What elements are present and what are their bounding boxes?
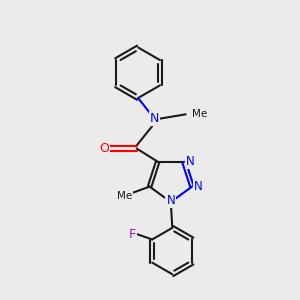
Text: Me: Me [117, 191, 132, 201]
Text: N: N [185, 155, 194, 168]
Text: F: F [129, 228, 136, 241]
Text: O: O [99, 142, 109, 155]
Text: N: N [194, 180, 202, 193]
Text: Me: Me [192, 109, 207, 119]
Text: N: N [150, 112, 159, 125]
Text: N: N [167, 194, 175, 207]
